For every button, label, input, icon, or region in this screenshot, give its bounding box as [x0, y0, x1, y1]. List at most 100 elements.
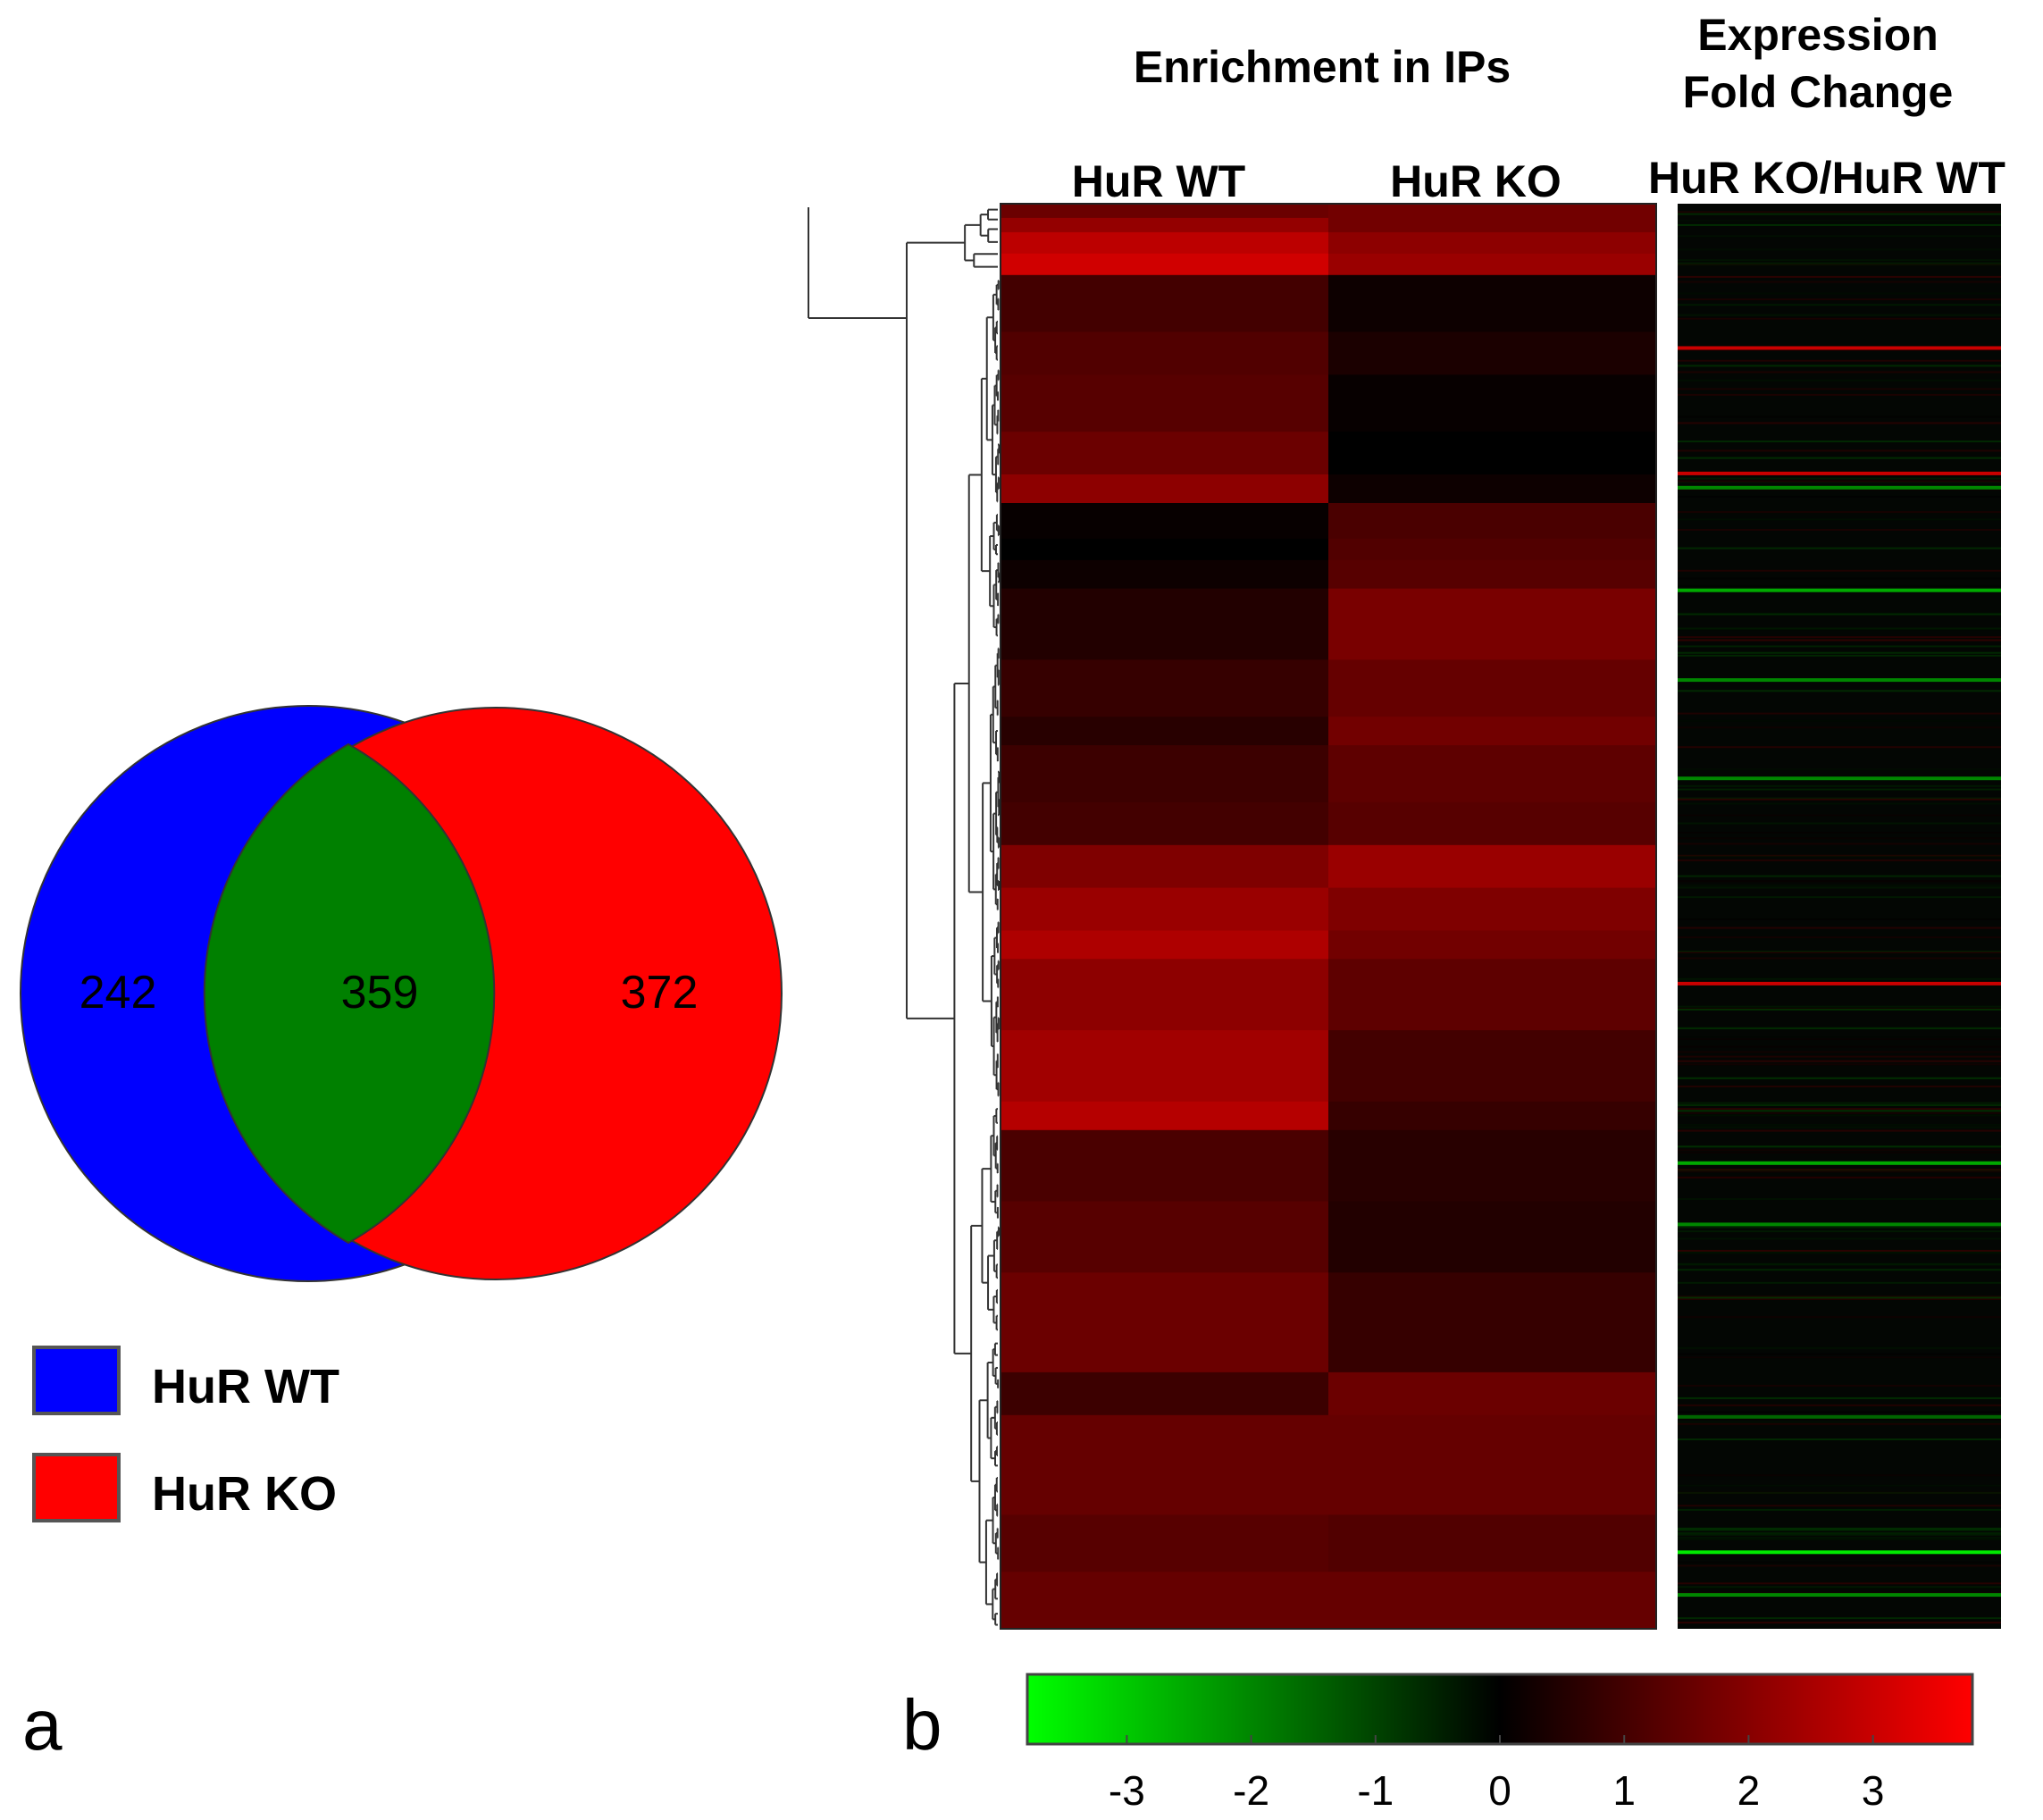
colorbar-tick-label-5: 2 [1737, 1767, 1761, 1814]
heatmap-cell-ko-1 [1328, 217, 1656, 233]
fold-change-highlight-4 [1678, 678, 2001, 683]
colorbar-tick-label-3: 0 [1488, 1767, 1511, 1814]
panel-letter-a: a [22, 1685, 63, 1765]
fold-change-line [1678, 1027, 2001, 1029]
heatmap-cell-wt-14 [1001, 717, 1328, 746]
fold-change-line [1678, 1404, 2001, 1406]
heatmap-cell-wt-21 [1001, 1030, 1328, 1103]
fold-change-line [1678, 837, 2001, 840]
heatmap-cell-wt-11 [1001, 559, 1328, 590]
heatmap-cell-ko-28 [1328, 1514, 1656, 1573]
fold-change-line [1678, 1230, 2001, 1233]
fold-change-line [1678, 712, 2001, 715]
fold-change-line [1678, 1249, 2001, 1252]
fold-change-line [1678, 832, 2001, 834]
fold-change-line [1678, 788, 2001, 791]
heatmap-cell-ko-6 [1328, 374, 1656, 432]
fold-change-line [1678, 223, 2001, 226]
heatmap-cell-wt-17 [1001, 844, 1328, 889]
fold-change-line [1678, 1102, 2001, 1104]
heatmap-cell-ko-27 [1328, 1414, 1656, 1516]
fold-change-line [1678, 726, 2001, 729]
fold-change-line [1678, 1170, 2001, 1173]
heatmap-cell-ko-18 [1328, 887, 1656, 932]
column-label-ko-wt: HuR KO/HuR WT [1648, 153, 2005, 203]
fold-change-line [1678, 612, 2001, 615]
legend-swatch-wt [32, 1346, 121, 1415]
heatmap-cell-wt-28 [1001, 1514, 1328, 1573]
legend-swatch-ko [32, 1453, 121, 1522]
venn-count-overlap: 359 [341, 967, 419, 1019]
heatmap-cell-ko-11 [1328, 559, 1656, 590]
heatmap-cell-wt-22 [1001, 1101, 1328, 1131]
fold-change-line [1678, 1111, 2001, 1114]
fold-change-line [1678, 843, 2001, 845]
fold-change-line [1678, 1007, 2001, 1010]
heatmap-cell-wt-8 [1001, 474, 1328, 504]
heatmap-cell-ko-21 [1328, 1030, 1656, 1103]
panel-b: Enrichment in IPs Expression Fold Change… [808, 10, 2005, 1814]
fold-change-line [1678, 1037, 2001, 1040]
enrichment-title: Enrichment in IPs [1134, 42, 1511, 92]
fold-change-line [1678, 1152, 2001, 1154]
fold-change-line [1678, 1063, 2001, 1066]
fold-change-line [1678, 529, 2001, 531]
fold-change-line [1678, 768, 2001, 771]
heatmap-cell-wt-20 [1001, 959, 1328, 1031]
fold-change-line [1678, 235, 2001, 238]
fold-change-line [1678, 1036, 2001, 1038]
heatmap-cell-wt-10 [1001, 538, 1328, 561]
heatmap-cell-ko-22 [1328, 1101, 1656, 1131]
fold-change-line [1678, 1561, 2001, 1564]
fold-change-line [1678, 1384, 2001, 1387]
heatmap-cell-wt-15 [1001, 745, 1328, 803]
fold-change-line [1678, 511, 2001, 514]
fold-change-highlight-1 [1678, 471, 2001, 475]
heatmap-cell-ko-9 [1328, 503, 1656, 540]
fold-change-line [1678, 480, 2001, 482]
fold-change-line [1678, 1086, 2001, 1087]
column-label-hur-ko: HuR KO [1390, 156, 1562, 206]
fold-change-line [1678, 822, 2001, 825]
fold-change-line [1678, 1126, 2001, 1128]
fold-change-line [1678, 1474, 2001, 1477]
fold-change-line [1678, 1346, 2001, 1349]
heatmap-cell-ko-13 [1328, 659, 1656, 717]
fold-change-line [1678, 1129, 2001, 1132]
heatmap-cell-wt-18 [1001, 887, 1328, 932]
heatmap-cell-ko-2 [1328, 231, 1656, 255]
fold-change-line [1678, 259, 2001, 262]
fold-change-line [1678, 449, 2001, 452]
fold-change-line [1678, 1421, 2001, 1423]
fold-change-highlight-3 [1678, 588, 2001, 592]
venn-count-ko-only: 372 [621, 967, 699, 1019]
fold-change-line [1678, 1169, 2001, 1171]
fold-change-line [1678, 248, 2001, 251]
colorbar-gradient [1026, 1673, 1974, 1746]
panel-a: 242 359 372 HuR WT HuR KO a [20, 705, 783, 1765]
fold-change-line [1678, 1411, 2001, 1413]
fold-change-line [1678, 1491, 2001, 1494]
fold-change-line [1678, 275, 2001, 278]
fold-change-line [1678, 477, 2001, 480]
heatmap-cell-wt-12 [1001, 588, 1328, 660]
fold-change-highlight-0 [1678, 346, 2001, 350]
fold-change-line [1678, 1145, 2001, 1148]
fold-change-line [1678, 957, 2001, 960]
fold-change-line [1678, 1077, 2001, 1079]
fold-change-line [1678, 628, 2001, 631]
heatmap-border [1000, 203, 1657, 1630]
fold-change-line [1678, 1316, 2001, 1319]
fold-change-line [1678, 1529, 2001, 1531]
fold-change-line [1678, 1527, 2001, 1530]
fold-change-line [1678, 1296, 2001, 1299]
fold-change-line [1678, 855, 2001, 858]
fold-change-line [1678, 1252, 2001, 1254]
heatmap-cell-ko-4 [1328, 274, 1656, 333]
fold-change-line [1678, 1051, 2001, 1053]
legend-label-ko: HuR KO [152, 1467, 337, 1521]
fold-change-line [1678, 613, 2001, 616]
fold-change-highlight-5 [1678, 776, 2001, 781]
fold-change-line [1678, 349, 2001, 351]
fold-change-line [1678, 1622, 2001, 1624]
